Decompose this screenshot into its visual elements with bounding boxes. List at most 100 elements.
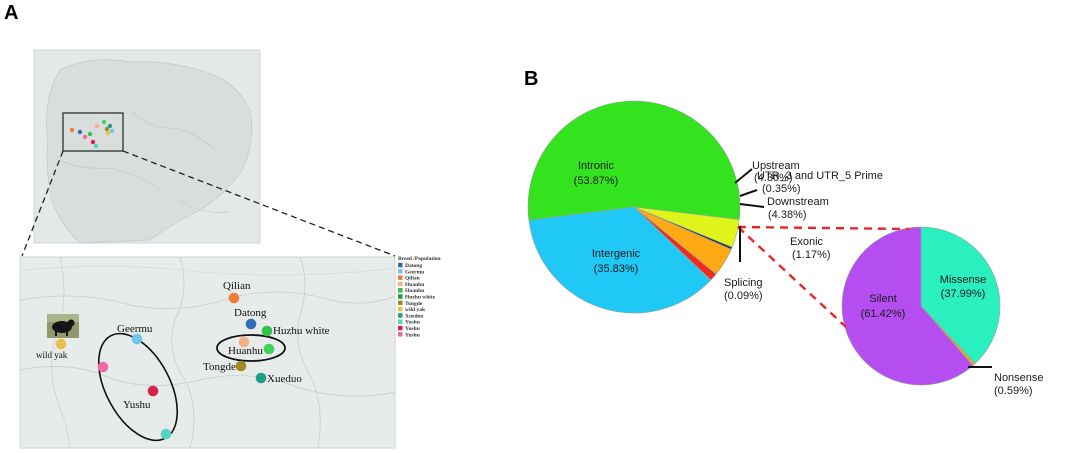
panel-label-b: B xyxy=(524,68,539,90)
legend-label: Yushu xyxy=(405,332,420,338)
legend-label: wild yak xyxy=(405,307,426,313)
legend-label: Huzhu white xyxy=(405,295,436,301)
overview-site-dot xyxy=(82,134,88,140)
site-marker xyxy=(160,428,172,440)
huanhu-cluster-ellipse xyxy=(216,334,286,362)
wild-yak-photo xyxy=(47,314,79,338)
data-label-utr-pct: (0.35%) xyxy=(762,183,801,195)
legend-label: Qilian xyxy=(405,276,420,282)
legend-label: Tongde xyxy=(405,301,423,307)
overview-map xyxy=(33,49,261,244)
data-label-intronic-pct: (53.87%) xyxy=(574,175,619,187)
legend-label: Datong xyxy=(405,263,422,269)
overview-site-dot xyxy=(104,126,110,132)
data-label-intergenic: Intergenic xyxy=(592,248,641,260)
data-label-missense-pct: (37.99%) xyxy=(941,288,986,300)
data-label-downstream-pct: (4.38%) xyxy=(768,209,807,221)
site-marker xyxy=(255,372,267,384)
pie1-slice-intergenic xyxy=(528,206,711,314)
data-label-splicing: Splicing xyxy=(724,277,763,289)
zoom-line-left xyxy=(21,150,64,257)
data-label-exonic-pct: (1.17%) xyxy=(792,249,831,261)
site-marker xyxy=(235,360,247,372)
site-marker xyxy=(147,385,159,397)
legend-label: Huanhu xyxy=(405,282,424,288)
overview-site-dot xyxy=(109,128,115,134)
legend-title: Breed /Population xyxy=(398,256,441,262)
legend-swatch xyxy=(398,275,403,280)
data-label-silent-pct: (61.42%) xyxy=(861,308,906,320)
site-label: Tongde xyxy=(203,361,236,373)
zoom-box xyxy=(62,112,124,152)
legend-label: Huanhu xyxy=(405,288,424,294)
site-label: Yushu xyxy=(0,0,28,3)
overview-site-dots xyxy=(69,119,115,149)
site-marker xyxy=(263,343,275,355)
pie1-slice-intronic xyxy=(527,100,741,221)
pie2-slice-missense xyxy=(920,226,1001,364)
legend-swatch xyxy=(398,288,403,293)
data-label-downstream: Downstream xyxy=(767,196,829,208)
detail-site-markers: Qilian Datong Huzhu white Huanhu Tongde Xuedu… xyxy=(0,0,330,440)
site-marker xyxy=(55,338,67,350)
data-label-nonsense: Nonsense xyxy=(994,372,1044,384)
overview-site-dot xyxy=(90,139,96,145)
site-marker xyxy=(238,336,250,348)
legend-swatch xyxy=(398,281,403,287)
site-label: Xueduo xyxy=(267,373,302,385)
exonic-connector-bottom xyxy=(737,226,847,328)
data-label-upstream-pct: (4.30%) xyxy=(754,172,793,184)
data-label-nonsense-pct: (0.59%) xyxy=(994,385,1033,397)
zoom-line-right xyxy=(122,150,396,257)
legend-swatch xyxy=(398,332,403,337)
legend-swatch xyxy=(398,294,403,299)
site-marker xyxy=(261,325,273,337)
overview-site-dot xyxy=(107,123,113,129)
site-label: Datong xyxy=(234,307,267,319)
data-label-missense: Missense xyxy=(940,274,986,286)
legend-swatch xyxy=(398,319,403,324)
detail-map: Qilian Datong Huzhu white Huanhu Tongde Xuedu… xyxy=(0,0,396,449)
data-label-exonic: Exonic xyxy=(790,236,824,248)
yushu-region-label: Yushu xyxy=(123,399,151,411)
legend-label: Xueduo xyxy=(405,313,424,319)
site-marker xyxy=(97,361,109,373)
data-label-utr-text: UTR_3 and UTR_5 Prime xyxy=(757,170,883,182)
data-label-splicing-pct: (0.09%) xyxy=(724,290,763,302)
pie-labels: Intronic (53.87%) Upstream (4.30%) UTR_3… xyxy=(574,160,1044,397)
data-label-intergenic-pct: (35.83%) xyxy=(594,263,639,275)
legend-swatch xyxy=(398,262,403,268)
breed-legend: Breed /Population DatongGeermuQilianHuan… xyxy=(398,256,441,338)
site-label: Huzhu white xyxy=(273,325,330,337)
overview-site-dot xyxy=(105,130,111,136)
legend-swatch xyxy=(398,269,403,274)
legend-label: Yushu xyxy=(405,326,420,332)
pie-chart-variant-regions xyxy=(527,100,741,314)
pie-leader-lines xyxy=(734,168,992,368)
pie2-slice-silent xyxy=(841,226,974,386)
site-label: Huanhu xyxy=(228,345,263,357)
data-label-upstream: Upstream xyxy=(752,160,800,172)
site-marker xyxy=(245,318,257,330)
overview-site-dot xyxy=(77,129,83,135)
data-label-silent: Silent xyxy=(869,293,897,305)
legend-swatch xyxy=(398,325,403,331)
legend-label: Yushu xyxy=(405,320,420,326)
overview-site-dot xyxy=(94,123,100,129)
exonic-connector-top xyxy=(737,225,910,231)
data-label-intronic: Intronic xyxy=(578,160,615,172)
pie-chart-exonic-effects xyxy=(841,226,1001,386)
overview-site-dot xyxy=(101,119,107,125)
legend-swatch xyxy=(398,306,403,312)
legend-swatch xyxy=(398,313,403,318)
overview-site-dot xyxy=(93,143,99,149)
site-label: wild yak xyxy=(36,350,68,360)
site-label: Geermu xyxy=(117,323,153,335)
legend-label: Geermu xyxy=(405,269,424,275)
legend-swatch xyxy=(398,300,403,306)
overview-site-dot xyxy=(69,127,75,133)
overview-site-dot xyxy=(87,131,93,137)
site-marker xyxy=(228,292,240,304)
panel-label-a: A xyxy=(4,2,19,24)
